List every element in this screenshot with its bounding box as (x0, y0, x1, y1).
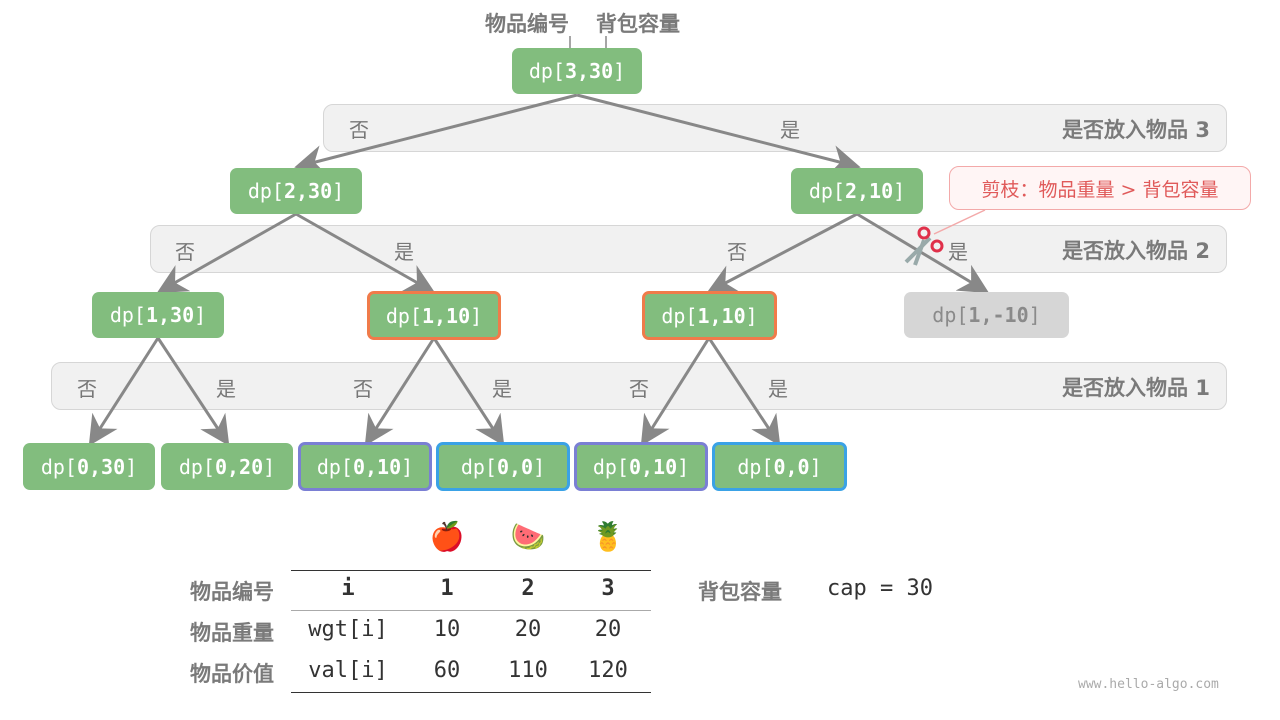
table-cell: 1 (440, 576, 454, 601)
yes-label: 是 (394, 240, 414, 264)
node-dp-0-20: dp[0,20] (161, 443, 293, 490)
no-label: 否 (727, 240, 747, 264)
table-rule (291, 610, 651, 611)
edge (156, 212, 297, 293)
table-cell: val[i] (308, 658, 388, 683)
table-cell: 3 (601, 576, 615, 601)
pineapple-icon: 🍍 (590, 520, 626, 553)
no-label: 否 (77, 377, 97, 401)
edge (364, 337, 436, 447)
table-cell: i (341, 576, 355, 601)
capacity-value: cap = 30 (827, 576, 933, 601)
watermelon-icon: 🍉 (510, 520, 546, 553)
table-rule (291, 692, 651, 693)
node-dp-0-0-overlap: dp[0,0] (712, 442, 847, 491)
yes-label: 是 (216, 377, 236, 401)
table-cell: 60 (433, 658, 461, 683)
decision-band-item-1: 是否放入物品 1 (51, 362, 1227, 410)
table-rule (291, 570, 651, 571)
edge (88, 337, 160, 447)
row-label: 物品编号 (190, 580, 274, 604)
node-dp-1-10-overlap: dp[1,10] (367, 291, 501, 340)
node-dp-1-neg10-pruned: dp[1,-10] (904, 292, 1069, 338)
edge (295, 212, 436, 293)
yes-label: 是 (948, 240, 968, 264)
table-cell: 20 (514, 617, 542, 642)
scissors-icon (904, 226, 944, 266)
node-dp-0-10-overlap: dp[0,10] (574, 442, 708, 491)
capacity-caption: 背包容量 (596, 12, 680, 36)
table-cell: 2 (521, 576, 535, 601)
apple-icon: 🍎 (429, 520, 465, 553)
node-dp-3-30: dp[3,30] (512, 48, 642, 94)
no-label: 否 (349, 118, 369, 142)
node-dp-1-10-overlap: dp[1,10] (642, 291, 777, 340)
edge (576, 93, 861, 175)
yes-label: 是 (768, 377, 788, 401)
row-label: 物品价值 (190, 662, 274, 686)
decision-band-item-3: 是否放入物品 3 (323, 104, 1227, 152)
item-index-caption: 物品编号 (485, 12, 569, 36)
yes-label: 是 (780, 118, 800, 142)
table-cell: 20 (594, 617, 622, 642)
edge (294, 93, 578, 175)
row-label: 物品重量 (190, 621, 274, 645)
node-dp-1-30: dp[1,30] (92, 292, 224, 338)
no-label: 否 (353, 377, 373, 401)
no-label: 否 (175, 240, 195, 264)
capacity-label: 背包容量 (698, 580, 782, 604)
edge (640, 337, 711, 447)
node-dp-0-10-overlap: dp[0,10] (298, 442, 432, 491)
node-dp-2-30: dp[2,30] (230, 168, 362, 214)
node-dp-0-30: dp[0,30] (23, 443, 155, 490)
table-cell: 10 (433, 617, 461, 642)
table-cell: wgt[i] (308, 617, 388, 642)
no-label: 否 (629, 377, 649, 401)
node-dp-2-10: dp[2,10] (791, 168, 923, 214)
watermark: www.hello-algo.com (1078, 677, 1219, 692)
prune-callout: 剪枝：物品重量 > 背包容量 (949, 166, 1251, 210)
table-cell: 120 (588, 658, 628, 683)
edge (707, 337, 781, 447)
callout-pointer (933, 209, 986, 235)
edge (156, 337, 230, 447)
yes-label: 是 (492, 377, 512, 401)
edge (706, 212, 858, 293)
node-dp-0-0-overlap: dp[0,0] (436, 442, 570, 491)
table-cell: 110 (508, 658, 548, 683)
edge (432, 337, 505, 447)
